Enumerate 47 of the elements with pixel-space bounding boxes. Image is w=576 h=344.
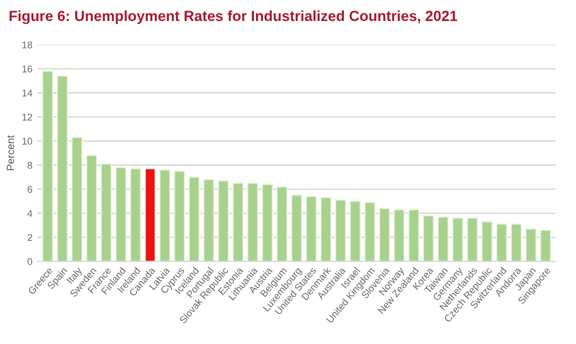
bar [262,184,273,262]
bar [335,199,346,262]
bar [466,218,478,262]
bar [232,182,244,262]
y-tick-label: 14 [22,90,32,96]
bar [86,154,98,262]
y-tick-label: 12 [22,114,32,120]
bar [291,194,302,262]
bar [130,168,142,262]
bar [159,169,170,262]
bar [510,224,522,262]
bar [422,215,434,262]
y-axis-title: Percent [6,135,14,170]
bar [438,216,449,262]
bar [115,166,126,262]
bar [247,182,258,262]
bar [378,208,390,262]
y-tick-label: 18 [22,41,32,48]
bar [218,180,229,262]
bar [525,228,536,262]
bar [100,163,112,262]
bar [481,221,493,262]
bar [496,224,508,262]
bar [188,176,200,262]
bar [56,75,68,262]
bar [320,197,332,262]
bar [540,230,552,262]
y-tick-label: 0 [28,258,32,266]
y-tick-label: 2 [28,234,32,241]
bar [364,202,376,262]
y-tick-label: 8 [28,162,32,169]
bar [408,209,420,262]
bar [174,170,186,262]
y-tick-label: 10 [22,138,32,145]
y-tick-label: 6 [28,186,32,193]
bar [71,136,83,262]
bar [452,218,464,262]
bar [203,179,214,262]
y-tick-label: 16 [22,66,32,72]
bar [144,168,156,262]
bar [394,209,405,262]
bar [42,70,54,262]
y-tick-label: 4 [27,210,32,217]
bar [350,200,361,262]
chart-title: Figure 6: Unemployment Rates for Industrialized Countries, 2021 [10,10,458,24]
bar [276,186,288,262]
bar [306,196,317,262]
